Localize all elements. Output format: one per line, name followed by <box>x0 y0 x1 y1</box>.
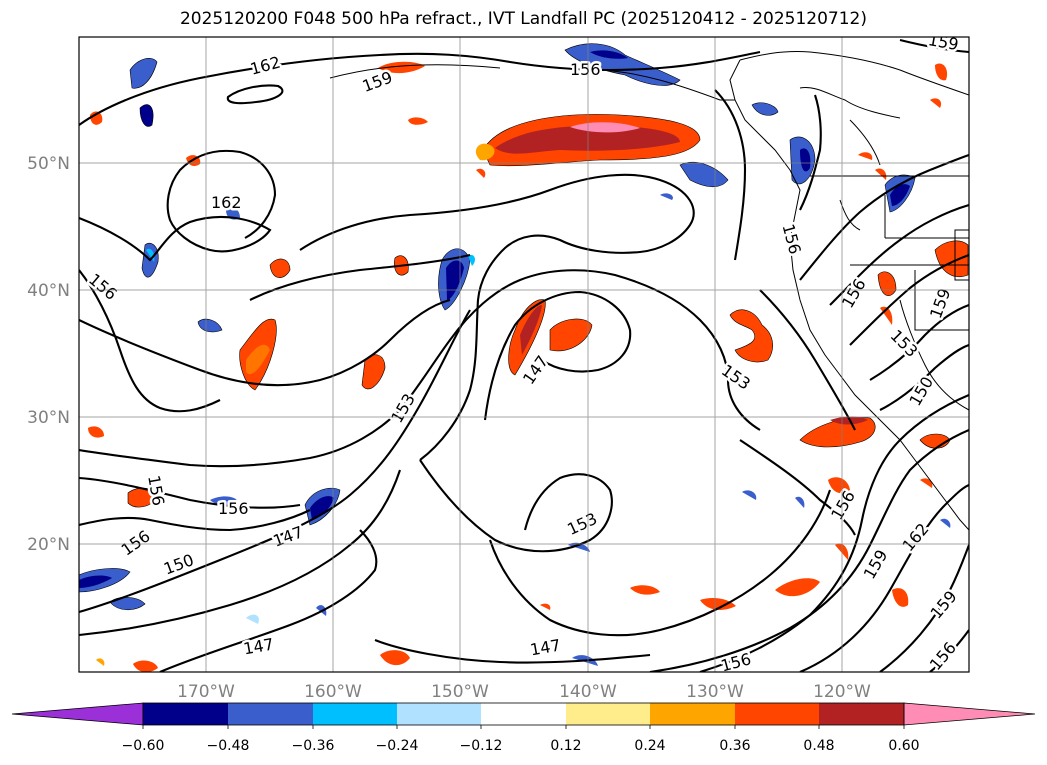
refractivity-fill-layer <box>79 43 969 672</box>
colorbar-extend-high <box>903 702 1036 726</box>
contour-line <box>489 489 831 637</box>
contour-line <box>159 529 378 672</box>
lon-tick-label: 120°W <box>813 682 871 702</box>
colorbar-tick-label: 0.48 <box>803 738 834 754</box>
contour-line <box>929 629 969 672</box>
colorbar-tick-label: 0.60 <box>888 738 919 754</box>
contour-line <box>79 509 311 532</box>
contour-line <box>849 254 969 346</box>
contour-line <box>879 344 969 411</box>
map-title: 2025120200 F048 500 hPa refract., IVT La… <box>179 9 867 29</box>
lat-tick-label: 40°N <box>27 281 70 301</box>
lon-tick-label: 160°W <box>304 682 362 702</box>
lat-tick-label: 50°N <box>27 154 70 174</box>
contour-line <box>799 94 822 211</box>
lon-tick-label: 140°W <box>559 682 617 702</box>
contour-label: 156 <box>218 499 249 518</box>
contour-line <box>226 84 284 105</box>
colorbar-segment <box>397 703 481 725</box>
contour-line <box>374 639 651 664</box>
contour-line <box>829 203 969 306</box>
contour-label: 156 <box>144 474 168 507</box>
colorbar-segment <box>566 703 650 725</box>
contour-line <box>249 253 471 301</box>
lat-tick-label: 30°N <box>27 408 70 428</box>
contour-line <box>483 290 632 421</box>
longitude-axis-labels: 170°W 160°W 150°W 140°W 130°W 120°W <box>177 682 871 702</box>
negative-anomaly-region <box>139 104 154 127</box>
positive-anomaly-region <box>549 318 593 352</box>
contour-line <box>419 459 613 553</box>
colorbar-segment <box>481 703 566 725</box>
negative-anomaly-region <box>129 57 158 89</box>
contour-line <box>899 38 969 54</box>
colorbar-segment <box>819 703 904 725</box>
negative-anomaly-region <box>679 161 729 188</box>
colorbar-tick-label: 0.12 <box>550 738 581 754</box>
contour-line <box>79 476 301 509</box>
colorbar-segment <box>143 703 228 725</box>
contour-line <box>299 173 695 461</box>
contour-line <box>799 484 969 672</box>
contour-line <box>79 149 277 262</box>
contour-line <box>79 50 761 126</box>
graticule-layer <box>79 37 969 672</box>
contour-line <box>79 469 401 637</box>
negative-anomaly-region <box>751 102 779 116</box>
colorbar-tick-label: 0.24 <box>634 738 665 754</box>
colorbar-extend-low <box>11 702 144 726</box>
contour-line <box>879 544 969 672</box>
lon-tick-label: 150°W <box>431 682 489 702</box>
contour-line <box>714 89 747 261</box>
contour-line <box>79 298 451 387</box>
contour-line <box>699 394 969 672</box>
positive-anomaly-region <box>729 309 773 363</box>
colorbar-segment <box>650 703 735 725</box>
colorbar-tick-label: −0.48 <box>207 738 250 754</box>
lon-tick-label: 130°W <box>686 682 744 702</box>
colorbar-tick-label: −0.60 <box>122 738 165 754</box>
contour-line <box>739 439 856 536</box>
colorbar-tick-label: 0.36 <box>719 738 750 754</box>
positive-anomaly-region <box>799 417 876 448</box>
colorbar-tick-label: −0.36 <box>292 738 335 754</box>
lat-tick-label: 20°N <box>27 535 70 555</box>
contour-lines-layer <box>79 38 969 672</box>
contour-line <box>79 309 471 614</box>
contour-line <box>799 154 969 281</box>
colorbar-segment <box>228 703 313 725</box>
negative-anomaly-region <box>197 318 223 333</box>
contour-label: 156 <box>570 60 601 79</box>
contour-line <box>79 269 221 413</box>
lon-tick-label: 170°W <box>177 682 235 702</box>
contour-line <box>649 429 969 672</box>
coastline-layer <box>329 51 969 531</box>
colorbar: −0.60 −0.48 −0.36 −0.24 −0.12 0.12 0.24 … <box>11 702 1036 754</box>
colorbar-tick-label: −0.24 <box>376 738 419 754</box>
contour-label: 162 <box>211 193 242 212</box>
colorbar-tick-label: −0.12 <box>460 738 503 754</box>
colorbar-segment <box>735 703 819 725</box>
map-frame <box>78 36 970 673</box>
positive-anomaly-region <box>269 258 291 278</box>
contour-line <box>869 304 969 381</box>
latitude-axis-labels: 50°N 40°N 30°N 20°N <box>27 154 70 555</box>
contour-line <box>759 289 856 431</box>
colorbar-segment <box>313 703 397 725</box>
